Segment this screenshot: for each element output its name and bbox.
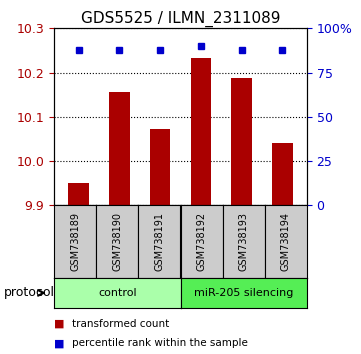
Bar: [150, 129, 170, 205]
Text: percentile rank within the sample: percentile rank within the sample: [72, 338, 248, 348]
Text: ■: ■: [54, 319, 65, 329]
Text: protocol: protocol: [4, 286, 55, 299]
Bar: [69, 183, 89, 205]
Text: GSM738189: GSM738189: [70, 212, 80, 271]
Title: GDS5525 / ILMN_2311089: GDS5525 / ILMN_2311089: [81, 11, 280, 27]
Text: ■: ■: [54, 338, 65, 348]
Bar: [109, 92, 130, 205]
Bar: [231, 78, 252, 205]
Text: control: control: [98, 288, 136, 298]
Text: GSM738192: GSM738192: [196, 212, 206, 271]
Text: miR-205 silencing: miR-205 silencing: [194, 288, 293, 298]
Bar: [272, 143, 292, 205]
Text: GSM738194: GSM738194: [281, 212, 291, 271]
Text: GSM738190: GSM738190: [112, 212, 122, 271]
Text: transformed count: transformed count: [72, 319, 169, 329]
Bar: [191, 58, 211, 205]
Text: GSM738193: GSM738193: [239, 212, 249, 271]
Text: GSM738191: GSM738191: [155, 212, 165, 271]
